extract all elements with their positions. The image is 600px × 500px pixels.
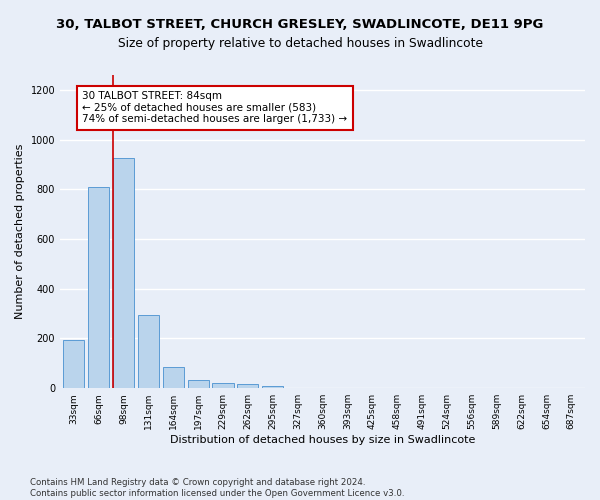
Bar <box>238 384 259 388</box>
Bar <box>63 340 84 388</box>
Bar <box>163 367 184 388</box>
Text: 30, TALBOT STREET, CHURCH GRESLEY, SWADLINCOTE, DE11 9PG: 30, TALBOT STREET, CHURCH GRESLEY, SWADL… <box>56 18 544 30</box>
Bar <box>113 158 134 388</box>
Bar <box>88 187 109 388</box>
Bar <box>262 386 283 388</box>
Text: Contains HM Land Registry data © Crown copyright and database right 2024.
Contai: Contains HM Land Registry data © Crown c… <box>30 478 404 498</box>
Bar <box>212 383 233 388</box>
Bar <box>138 315 159 388</box>
Bar <box>188 380 209 388</box>
Y-axis label: Number of detached properties: Number of detached properties <box>15 144 25 320</box>
Text: 30 TALBOT STREET: 84sqm
← 25% of detached houses are smaller (583)
74% of semi-d: 30 TALBOT STREET: 84sqm ← 25% of detache… <box>82 91 347 124</box>
X-axis label: Distribution of detached houses by size in Swadlincote: Distribution of detached houses by size … <box>170 435 475 445</box>
Text: Size of property relative to detached houses in Swadlincote: Size of property relative to detached ho… <box>118 38 482 51</box>
